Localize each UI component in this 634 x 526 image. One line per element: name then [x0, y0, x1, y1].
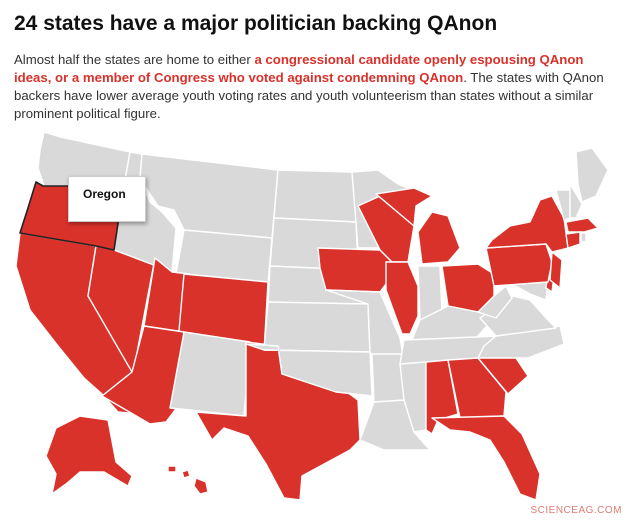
state-alaska[interactable] [45, 415, 133, 495]
state-iowa[interactable] [317, 247, 393, 293]
chart-title: 24 states have a major politician backin… [14, 12, 498, 35]
tooltip-state-name: Oregon [83, 187, 126, 201]
state-oklahoma[interactable] [245, 343, 373, 397]
state-mississippi[interactable] [399, 361, 427, 433]
state-west-virginia[interactable] [477, 285, 513, 319]
subtitle-text-1: Almost half the states are home to eithe… [14, 52, 255, 67]
state-massachusetts[interactable] [565, 217, 599, 233]
state-north-carolina[interactable] [477, 325, 565, 359]
state-new-mexico[interactable] [169, 331, 251, 417]
state-maine[interactable] [575, 147, 609, 203]
state-new-hampshire[interactable] [569, 183, 583, 219]
state-illinois[interactable] [385, 261, 419, 335]
subtitle-highlight: a congressional candidate openly espousi… [14, 52, 584, 85]
state-rhode-island[interactable] [580, 232, 587, 243]
state-hawaii[interactable] [167, 465, 209, 495]
state-new-jersey[interactable] [549, 251, 563, 289]
chart-subtitle: Almost half the states are home to eithe… [14, 51, 614, 123]
state-florida[interactable] [431, 415, 541, 501]
state-north-dakota[interactable] [273, 169, 357, 223]
state-kansas[interactable] [263, 301, 371, 353]
state-connecticut[interactable] [565, 231, 581, 249]
watermark: SCIENCEAG.COM [530, 505, 622, 516]
state-michigan[interactable] [375, 187, 461, 265]
state-tooltip: Oregon [68, 176, 146, 222]
state-georgia[interactable] [447, 357, 507, 419]
state-new-york[interactable] [485, 195, 569, 253]
state-pennsylvania[interactable] [485, 243, 553, 287]
subtitle-text-2: . The states with QAnon backers have low… [14, 70, 604, 121]
